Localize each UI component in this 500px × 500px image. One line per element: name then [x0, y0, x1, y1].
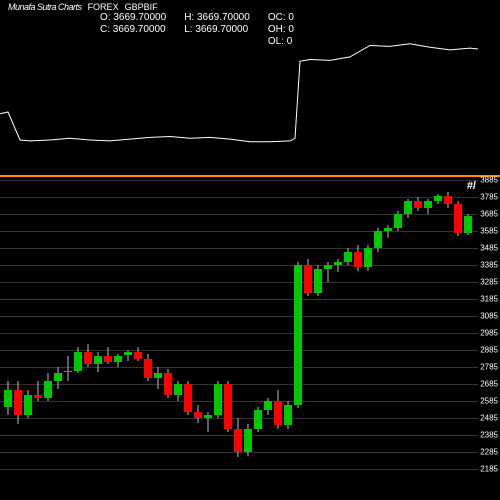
candle: [394, 177, 402, 500]
candle: [134, 177, 142, 500]
candle: [254, 177, 262, 500]
candle: [244, 177, 252, 500]
candle: [454, 177, 462, 500]
candle: [344, 177, 352, 500]
candle: [104, 177, 112, 500]
candle: [354, 177, 362, 500]
y-axis-label: 3385: [480, 260, 498, 269]
candle: [424, 177, 432, 500]
candle: [74, 177, 82, 500]
candle: [94, 177, 102, 500]
y-axis-label: 3085: [480, 311, 498, 320]
y-axis-label: 3285: [480, 277, 498, 286]
candle: [324, 177, 332, 500]
candlestick-chart: [0, 177, 478, 500]
y-axis-label: 2185: [480, 464, 498, 473]
candle: [304, 177, 312, 500]
y-axis-label: 2285: [480, 447, 498, 456]
candle: [234, 177, 242, 500]
y-axis-label: 2785: [480, 362, 498, 371]
y-axis-label: 3685: [480, 209, 498, 218]
y-axis-label: 2985: [480, 328, 498, 337]
candle: [434, 177, 442, 500]
candle: [464, 177, 472, 500]
candle: [404, 177, 412, 500]
y-axis-label: 3585: [480, 226, 498, 235]
candle: [314, 177, 322, 500]
y-axis-label: 2885: [480, 345, 498, 354]
candle: [44, 177, 52, 500]
candle: [264, 177, 272, 500]
candle: [294, 177, 302, 500]
candle: [34, 177, 42, 500]
candle: [4, 177, 12, 500]
candle: [14, 177, 22, 500]
candle: [184, 177, 192, 500]
upper-line-chart: [0, 0, 478, 175]
candle: [214, 177, 222, 500]
y-axis-label: 2385: [480, 430, 498, 439]
candle: [444, 177, 452, 500]
candle: [54, 177, 62, 500]
candle: [174, 177, 182, 500]
candle: [64, 177, 72, 500]
y-axis-label: 3185: [480, 294, 498, 303]
candle: [274, 177, 282, 500]
y-axis-label: 2485: [480, 413, 498, 422]
price-axis: 2185 2285 2385 2485 2585 2685 2785 2885 2985 3085…: [478, 177, 500, 500]
candle: [414, 177, 422, 500]
candle: [84, 177, 92, 500]
y-axis-label: 2585: [480, 396, 498, 405]
candle: [164, 177, 172, 500]
candle: [224, 177, 232, 500]
candle: [144, 177, 152, 500]
candle: [284, 177, 292, 500]
y-axis-label: 3485: [480, 243, 498, 252]
hash-label: #/: [467, 180, 476, 192]
candle: [154, 177, 162, 500]
candle: [334, 177, 342, 500]
candle: [374, 177, 382, 500]
candle: [114, 177, 122, 500]
candle: [364, 177, 372, 500]
candle: [384, 177, 392, 500]
y-axis-label: 3885: [480, 175, 498, 184]
candle: [124, 177, 132, 500]
candle: [24, 177, 32, 500]
y-axis-label: 2685: [480, 379, 498, 388]
y-axis-label: 3785: [480, 192, 498, 201]
candle: [194, 177, 202, 500]
candle: [204, 177, 212, 500]
